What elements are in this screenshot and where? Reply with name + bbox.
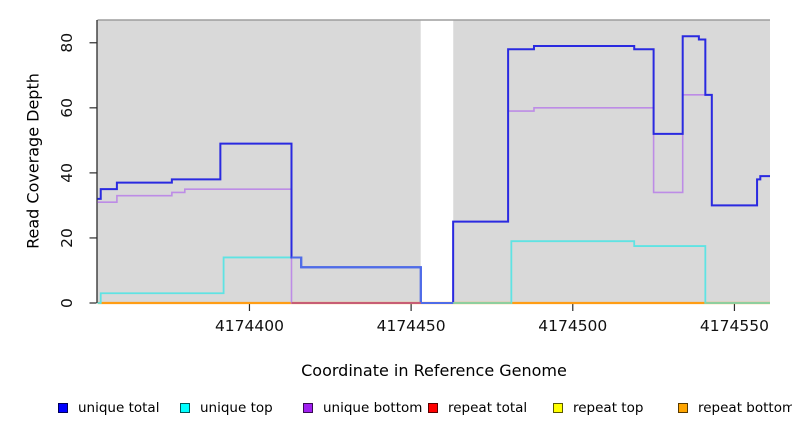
plot-background-right xyxy=(453,20,770,303)
legend-item-repeat-total: repeat total xyxy=(428,399,527,417)
x-tick-label: 4174400 xyxy=(215,317,284,335)
y-tick-label: 80 xyxy=(58,33,76,53)
legend-label-repeat-bottom: repeat bottom xyxy=(698,400,792,416)
legend-label-repeat-top: repeat top xyxy=(573,400,644,416)
y-tick-label: 40 xyxy=(58,163,76,183)
legend-item-repeat-bottom: repeat bottom xyxy=(678,399,792,417)
legend-swatch-repeat-bottom xyxy=(678,403,688,413)
coverage-gap xyxy=(420,20,454,303)
legend-label-repeat-total: repeat total xyxy=(448,400,528,416)
y-tick-label: 20 xyxy=(58,228,76,248)
x-tick-label: 4174450 xyxy=(377,317,446,335)
x-tick-label: 4174550 xyxy=(700,317,769,335)
x-tick-label: 4174500 xyxy=(538,317,607,335)
plot-background-left xyxy=(97,20,421,303)
legend-item-repeat-top: repeat top xyxy=(553,399,643,417)
legend-label-unique-top: unique top xyxy=(200,400,273,416)
legend-swatch-unique-bottom xyxy=(303,403,313,413)
series-unique-total xyxy=(97,35,770,304)
y-axis-title: Read Coverage Depth xyxy=(23,73,43,249)
x-axis-title: Coordinate in Reference Genome xyxy=(301,361,567,380)
legend-swatch-repeat-total xyxy=(428,403,438,413)
y-tick-label: 60 xyxy=(58,98,76,118)
legend-label-unique-total: unique total xyxy=(78,400,160,416)
series-unique-total-over-top-blend xyxy=(291,256,454,304)
y-tick-label: 0 xyxy=(58,298,76,308)
legend-item-unique-top: unique top xyxy=(180,399,273,417)
legend-swatch-unique-total xyxy=(58,403,68,413)
legend-item-unique-total: unique total xyxy=(58,399,159,417)
legend: unique total unique top unique bottom re… xyxy=(0,399,792,419)
legend-item-unique-bottom: unique bottom xyxy=(303,399,422,417)
legend-swatch-repeat-top xyxy=(553,403,563,413)
legend-label-unique-bottom: unique bottom xyxy=(323,400,423,416)
legend-swatch-unique-top xyxy=(180,403,190,413)
